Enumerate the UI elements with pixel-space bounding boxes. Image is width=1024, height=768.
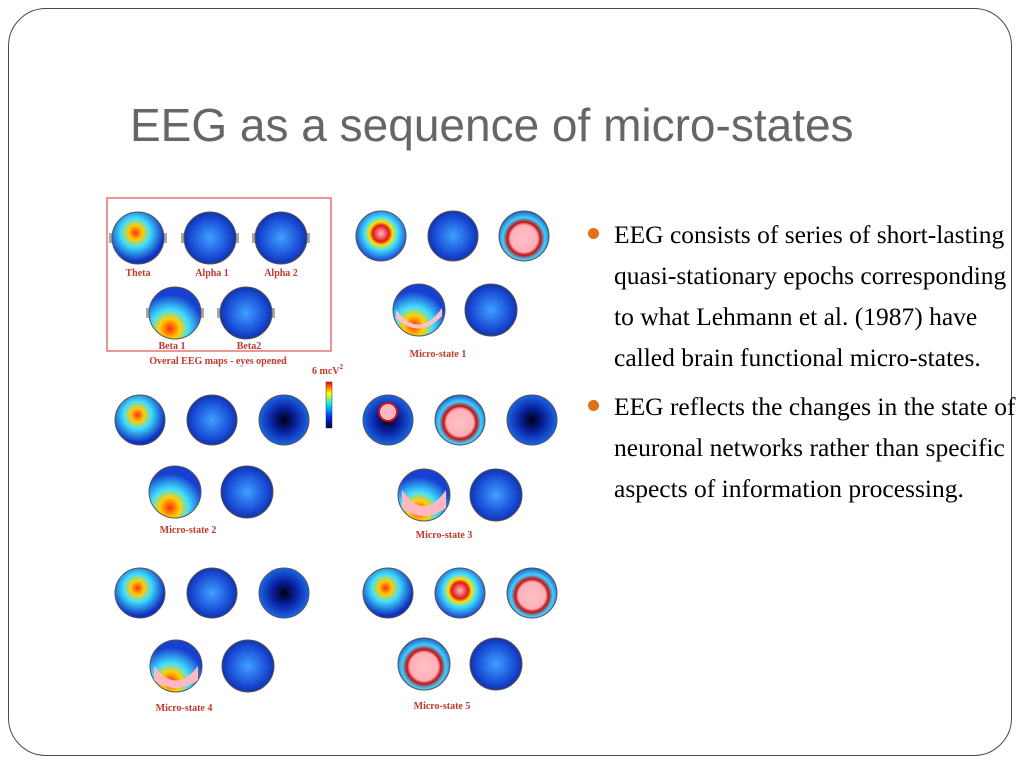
label-theta: Theta: [126, 268, 151, 279]
slide-title: EEG as a sequence of micro-states: [130, 99, 854, 151]
label-alpha1: Alpha 1: [195, 268, 229, 279]
map-beta2: [217, 286, 275, 340]
eeg-topographic-maps-figure: Theta Alpha 1 Alpha 2 Beta 1 Beta2 Overa…: [100, 190, 570, 720]
label-beta1: Beta 1: [159, 341, 186, 352]
micro-state-2-group: Micro-state 2: [114, 394, 310, 536]
bullet-item: EEG consists of series of short-lasting …: [588, 214, 1024, 378]
bullet-item: EEG reflects the changes in the state of…: [588, 386, 1024, 509]
bullet-list: EEG consists of series of short-lasting …: [588, 214, 1024, 517]
micro-state-1-group: Micro-state 1: [355, 210, 550, 360]
micro-state-5-group: Micro-state 5: [362, 567, 558, 712]
color-scale-bar: [325, 381, 333, 429]
scale-label: 6 mcV2: [312, 363, 344, 377]
bullet-dot-icon: [588, 400, 599, 411]
overall-maps-caption: Overal EEG maps - eyes opened: [149, 356, 287, 367]
bullet-dot-icon: [588, 228, 599, 239]
label-micro-state-4: Micro-state 4: [156, 703, 213, 714]
overall-maps-box: [106, 197, 332, 352]
label-micro-state-5: Micro-state 5: [414, 701, 471, 712]
label-beta2: Beta2: [237, 341, 261, 352]
map-alpha1: [181, 211, 239, 265]
slide-frame: [8, 8, 1012, 756]
label-alpha2: Alpha 2: [264, 268, 298, 279]
label-micro-state-2: Micro-state 2: [160, 525, 217, 536]
map-beta1: [146, 286, 204, 340]
map-alpha2: [252, 211, 310, 265]
label-micro-state-1: Micro-state 1: [410, 349, 467, 360]
bullet-text: EEG consists of series of short-lasting …: [614, 220, 1007, 372]
micro-state-4-group: Micro-state 4: [114, 567, 310, 714]
micro-state-3-group: Micro-state 3: [362, 394, 558, 541]
label-micro-state-3: Micro-state 3: [416, 530, 473, 541]
map-theta: [109, 211, 167, 265]
bullet-text: EEG reflects the changes in the state of…: [614, 392, 1016, 503]
